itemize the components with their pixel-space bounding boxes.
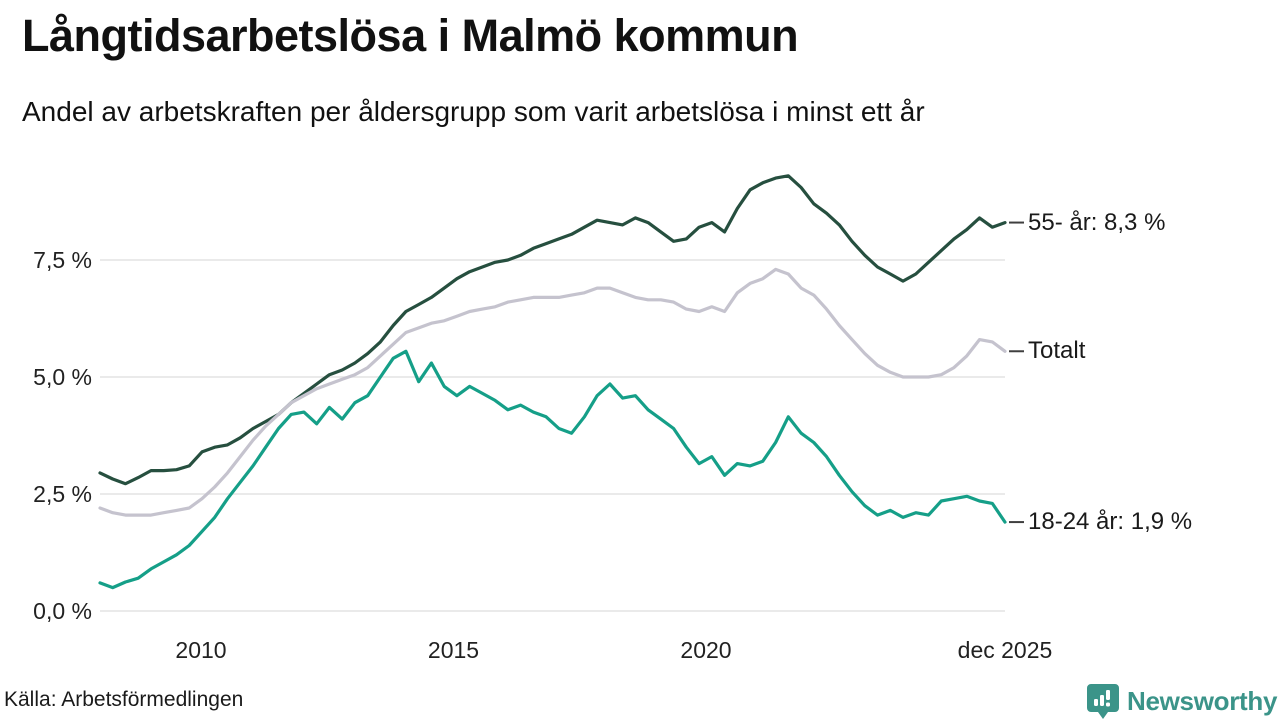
series-end-label-1: Totalt bbox=[1028, 337, 1086, 365]
x-axis-tick-label: 2015 bbox=[427, 637, 480, 663]
series-end-label-2: 18-24 år: 1,9 % bbox=[1028, 508, 1193, 536]
series-line-totalt bbox=[98, 267, 1007, 517]
chart-title: Långtidsarbetslösa i Malmö kommun bbox=[22, 10, 799, 61]
x-axis-tick-label: 2020 bbox=[680, 637, 732, 663]
x-axis-tick-label: 2010 bbox=[175, 637, 227, 663]
series-line-55-ar bbox=[98, 174, 1007, 486]
chart-subtitle: Andel av arbetskraften per åldersgrupp s… bbox=[22, 96, 925, 127]
x-axis-tick-label: dec 2025 bbox=[957, 637, 1053, 663]
newsworthy-wordmark: Newsworthy bbox=[1127, 686, 1278, 716]
series-line-18-24-ar bbox=[98, 349, 1007, 590]
newsworthy-logo: Newsworthy bbox=[1086, 683, 1277, 720]
y-axis-tick-label: 7,5 % bbox=[33, 247, 92, 273]
newsworthy-icon bbox=[1087, 684, 1119, 719]
series-end-label-0: 55- år: 8,3 % bbox=[1028, 208, 1166, 236]
y-axis-tick-label: 2,5 % bbox=[33, 481, 92, 507]
y-axis-tick-label: 0,0 % bbox=[33, 598, 92, 624]
source-note: Källa: Arbetsförmedlingen bbox=[4, 688, 244, 711]
y-axis-tick-label: 5,0 % bbox=[33, 364, 92, 390]
